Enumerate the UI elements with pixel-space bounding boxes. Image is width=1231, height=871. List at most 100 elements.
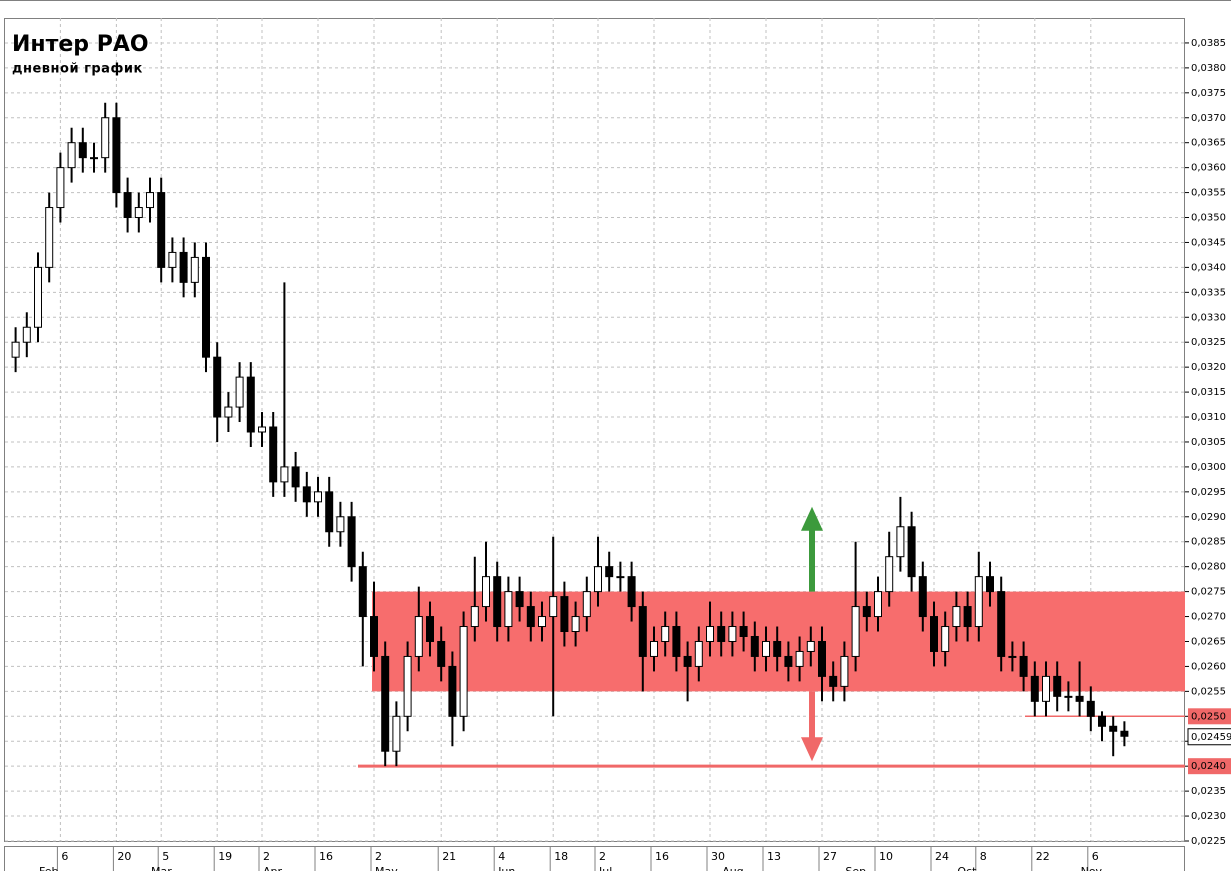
- candle-body: [997, 591, 1006, 657]
- candle-body: [403, 655, 412, 717]
- candle-body: [470, 606, 479, 628]
- chart-subtitle: дневной график: [12, 62, 143, 77]
- y-tick-label: 0,0310: [1191, 412, 1226, 423]
- candle-body: [952, 606, 961, 628]
- candle-body: [78, 142, 87, 159]
- y-tick-label: 0,0305: [1191, 437, 1226, 448]
- x-tick-label: 16: [655, 850, 669, 863]
- chart-title: Интер РАО: [12, 32, 149, 57]
- x-tick-label: 30: [711, 850, 725, 863]
- candle-body: [302, 486, 311, 503]
- candle-body: [325, 491, 334, 533]
- candle-body: [482, 576, 490, 608]
- candle-body: [806, 640, 815, 652]
- candle-body: [202, 256, 210, 358]
- candle-body: [112, 117, 121, 194]
- candle-body: [1075, 695, 1084, 702]
- candle-body: [750, 635, 759, 657]
- y-tick-label: 0,0265: [1191, 636, 1226, 647]
- candle-body: [347, 516, 356, 568]
- x-tick-label: 6: [1092, 850, 1099, 863]
- candle-body: [963, 606, 972, 628]
- candle-body: [560, 596, 569, 633]
- x-tick-label: 27: [823, 850, 837, 863]
- candle-body: [694, 640, 703, 667]
- candle-body: [616, 576, 625, 579]
- candle-body: [493, 576, 502, 628]
- candle-body: [280, 466, 289, 483]
- y-tick-label: 0,0375: [1191, 88, 1226, 99]
- month-label: Nov: [1081, 865, 1103, 871]
- candle-body: [1120, 730, 1129, 737]
- y-tick-label: 0,0290: [1191, 512, 1226, 523]
- candle-body: [874, 591, 882, 618]
- x-tick-label: 10: [879, 850, 893, 863]
- candle-body: [784, 655, 793, 667]
- candle-body: [370, 616, 378, 657]
- candle-body: [179, 251, 188, 283]
- axes: 0,02250,02300,02350,02400,02450,02500,02…: [39, 38, 1231, 871]
- y-tick-label: 0,0225: [1191, 836, 1226, 847]
- candle-body: [1030, 675, 1039, 702]
- x-tick-label: 2: [599, 850, 606, 863]
- candle-body: [146, 192, 154, 209]
- candles: [11, 102, 1129, 767]
- candle-body: [45, 207, 54, 268]
- candle-body: [627, 576, 636, 608]
- candle-body: [1064, 695, 1073, 698]
- y-tick-label: 0,0325: [1191, 337, 1226, 348]
- y-tick-label: 0,0275: [1191, 587, 1226, 598]
- x-tick-label: 21: [442, 850, 456, 863]
- y-tick-label: 0,0370: [1191, 113, 1226, 124]
- candle-body: [168, 251, 177, 268]
- candle-body: [258, 426, 266, 433]
- candle-body: [1053, 675, 1062, 697]
- candle-body: [246, 376, 255, 433]
- candle-body: [67, 142, 76, 169]
- candle-body: [638, 606, 647, 657]
- y-tick-label: 0,0285: [1191, 537, 1226, 548]
- candle-body: [728, 626, 737, 642]
- candle-body: [123, 192, 132, 219]
- candle-body: [941, 626, 950, 652]
- y-tick-label: 0,0295: [1191, 487, 1226, 498]
- candle-body: [717, 626, 726, 642]
- candle-body: [1042, 675, 1050, 702]
- candle-body: [414, 616, 423, 657]
- x-tick-label: 18: [554, 850, 568, 863]
- candle-body: [918, 576, 927, 618]
- candle-body: [291, 466, 300, 488]
- candle-body: [683, 655, 692, 667]
- y-tick-label: 0,0335: [1191, 287, 1226, 298]
- y-tick-label: 0,0340: [1191, 262, 1226, 273]
- y-tick-label: 0,0380: [1191, 63, 1226, 74]
- y-tick-label: 0,0230: [1191, 811, 1226, 822]
- month-label: Jul: [598, 865, 612, 871]
- y-tick-label: 0,0240: [1191, 761, 1226, 772]
- candle-body: [1019, 655, 1028, 677]
- last-price-label: 0,02459: [1191, 732, 1231, 743]
- candle-body: [459, 626, 468, 717]
- candle-body: [549, 596, 558, 618]
- candle-body: [11, 341, 20, 358]
- y-tick-label: 0,0350: [1191, 213, 1226, 224]
- candle-body: [885, 556, 894, 593]
- y-tick-label: 0,0280: [1191, 562, 1226, 573]
- arrow: [801, 691, 823, 762]
- y-tick-label: 0,0235: [1191, 786, 1226, 797]
- y-tick-label: 0,0360: [1191, 163, 1226, 174]
- candle-body: [795, 650, 804, 667]
- candle-body: [1008, 655, 1017, 658]
- candle-body: [22, 326, 31, 343]
- candle-body: [526, 606, 535, 628]
- candle-body: [829, 675, 838, 687]
- x-tick-label: 13: [767, 850, 781, 863]
- candle-body: [818, 640, 826, 677]
- candle-body: [672, 626, 681, 657]
- candle-body: [605, 566, 614, 578]
- candle-body: [862, 606, 871, 618]
- y-tick-label: 0,0255: [1191, 686, 1226, 697]
- candle-body: [213, 356, 222, 418]
- candle-body: [538, 616, 546, 628]
- x-tick-label: 4: [498, 850, 505, 863]
